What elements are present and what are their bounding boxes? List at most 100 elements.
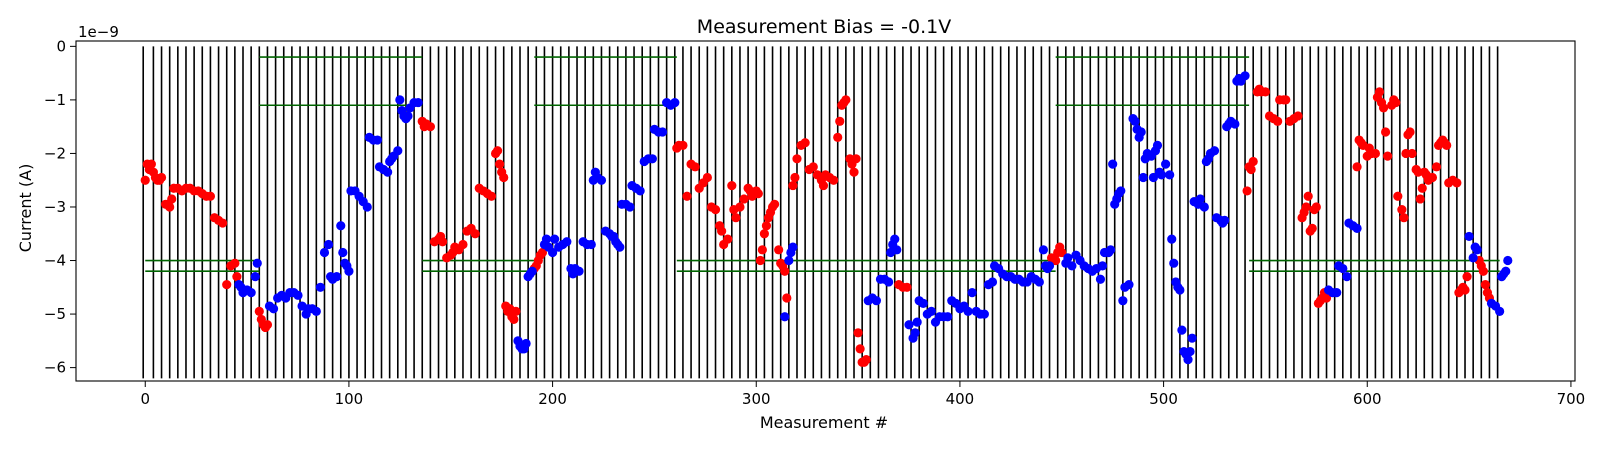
y-tick-label-1: −5 bbox=[44, 305, 66, 323]
blue-point-8 bbox=[268, 304, 279, 314]
red-point-186 bbox=[1378, 103, 1389, 113]
y-tick-label-0: −6 bbox=[44, 359, 66, 377]
blue-point-202 bbox=[1183, 354, 1193, 365]
red-point-202 bbox=[1417, 183, 1427, 193]
axes-frame bbox=[75, 40, 1576, 382]
blue-point-41 bbox=[383, 167, 393, 177]
blue-point-38 bbox=[372, 135, 383, 145]
red-point-87 bbox=[727, 180, 737, 191]
blue-point-233 bbox=[1352, 223, 1362, 234]
red-point-105 bbox=[774, 245, 784, 255]
blue-point-45 bbox=[393, 146, 403, 156]
red-point-71 bbox=[537, 247, 548, 258]
red-point-26 bbox=[222, 280, 232, 290]
red-point-124 bbox=[835, 116, 845, 126]
red-point-75 bbox=[682, 191, 692, 201]
blue-point-182 bbox=[1136, 127, 1146, 137]
blue-point-189 bbox=[1152, 140, 1163, 151]
red-point-130 bbox=[849, 167, 859, 177]
red-point-91 bbox=[739, 194, 749, 204]
red-point-28 bbox=[230, 258, 240, 268]
y-axis-offset-text: 1e−9 bbox=[78, 23, 119, 41]
blue-point-6 bbox=[252, 258, 262, 268]
blue-point-21 bbox=[319, 247, 330, 258]
red-point-207 bbox=[1431, 162, 1442, 172]
red-point-3 bbox=[146, 159, 156, 169]
axes: 0 100 200 300 400 500 600 700 −6 −5 −4 −3 −2 −1 0 bbox=[44, 37, 1585, 408]
blue-point-152 bbox=[1038, 245, 1049, 255]
blue-point-61 bbox=[527, 266, 537, 276]
red-point-158 bbox=[1281, 95, 1291, 105]
blue-point-216 bbox=[1220, 215, 1230, 225]
red-point-84 bbox=[717, 226, 727, 236]
red-point-165 bbox=[1303, 191, 1313, 201]
red-point-60 bbox=[499, 172, 509, 183]
blue-point-116 bbox=[892, 245, 902, 255]
blue-point-120 bbox=[912, 317, 922, 327]
red-point-175 bbox=[1352, 162, 1362, 172]
red-point-220 bbox=[1462, 271, 1472, 282]
red-point-108 bbox=[780, 266, 790, 276]
blue-point-155 bbox=[1044, 261, 1055, 271]
red-point-122 bbox=[829, 175, 839, 185]
red-point-197 bbox=[1405, 127, 1415, 137]
blue-point-76 bbox=[586, 239, 596, 250]
red-point-136 bbox=[861, 354, 871, 365]
x-tick-label-1: 100 bbox=[335, 390, 364, 408]
red-point-182 bbox=[1370, 148, 1381, 159]
blue-point-183 bbox=[1138, 172, 1148, 183]
blue-point-187 bbox=[1148, 172, 1159, 183]
red-point-8 bbox=[156, 172, 167, 183]
blue-point-198 bbox=[1175, 285, 1185, 295]
x-tick-label-0: 0 bbox=[140, 390, 150, 408]
blue-point-104 bbox=[784, 255, 794, 266]
red-point-96 bbox=[753, 188, 763, 199]
red-point-30 bbox=[254, 306, 264, 316]
red-point-194 bbox=[1399, 213, 1409, 223]
red-point-80 bbox=[702, 172, 712, 183]
red-point-12 bbox=[167, 194, 177, 204]
blue-point-175 bbox=[1118, 296, 1128, 306]
blue-point-112 bbox=[884, 277, 894, 287]
red-point-161 bbox=[1293, 111, 1303, 121]
red-point-55 bbox=[486, 191, 497, 201]
blue-point-192 bbox=[1161, 159, 1171, 169]
blue-point-207 bbox=[1195, 194, 1205, 204]
blue-point-165 bbox=[1095, 274, 1106, 284]
blue-point-35 bbox=[362, 202, 372, 212]
red-point-112 bbox=[792, 154, 802, 164]
red-point-145 bbox=[1242, 186, 1252, 196]
red-point-22 bbox=[205, 191, 216, 201]
blue-point-229 bbox=[1338, 263, 1348, 274]
red-point-188 bbox=[1383, 151, 1393, 161]
blue-point-244 bbox=[1503, 255, 1513, 266]
blue-point-139 bbox=[987, 277, 998, 287]
blue-point-87 bbox=[615, 242, 625, 252]
red-point-191 bbox=[1391, 97, 1401, 108]
blue-point-199 bbox=[1177, 325, 1187, 335]
red-point-223 bbox=[1478, 266, 1488, 276]
red-point-77 bbox=[690, 162, 700, 172]
blue-point-96 bbox=[647, 154, 657, 164]
red-point-215 bbox=[1452, 178, 1462, 188]
x-tick-label-3: 300 bbox=[742, 390, 771, 408]
blue-point-30 bbox=[344, 266, 354, 276]
x-tick-label-5: 500 bbox=[1149, 390, 1178, 408]
red-point-141 bbox=[1051, 255, 1061, 266]
red-point-98 bbox=[757, 245, 767, 255]
red-point-167 bbox=[1307, 223, 1317, 234]
blue-point-195 bbox=[1169, 258, 1179, 268]
blue-point-65 bbox=[547, 247, 558, 258]
red-point-90 bbox=[735, 202, 745, 212]
blue-point-157 bbox=[1063, 253, 1073, 263]
red-point-104 bbox=[769, 199, 780, 209]
blue-point-53 bbox=[413, 97, 423, 108]
red-point-58 bbox=[495, 159, 505, 169]
red-point-111 bbox=[790, 172, 800, 183]
blue-point-179 bbox=[1130, 116, 1140, 126]
red-point-164 bbox=[1301, 202, 1311, 212]
red-point-174 bbox=[1321, 293, 1332, 303]
red-point-86 bbox=[723, 234, 733, 244]
blue-point-26 bbox=[336, 221, 346, 231]
